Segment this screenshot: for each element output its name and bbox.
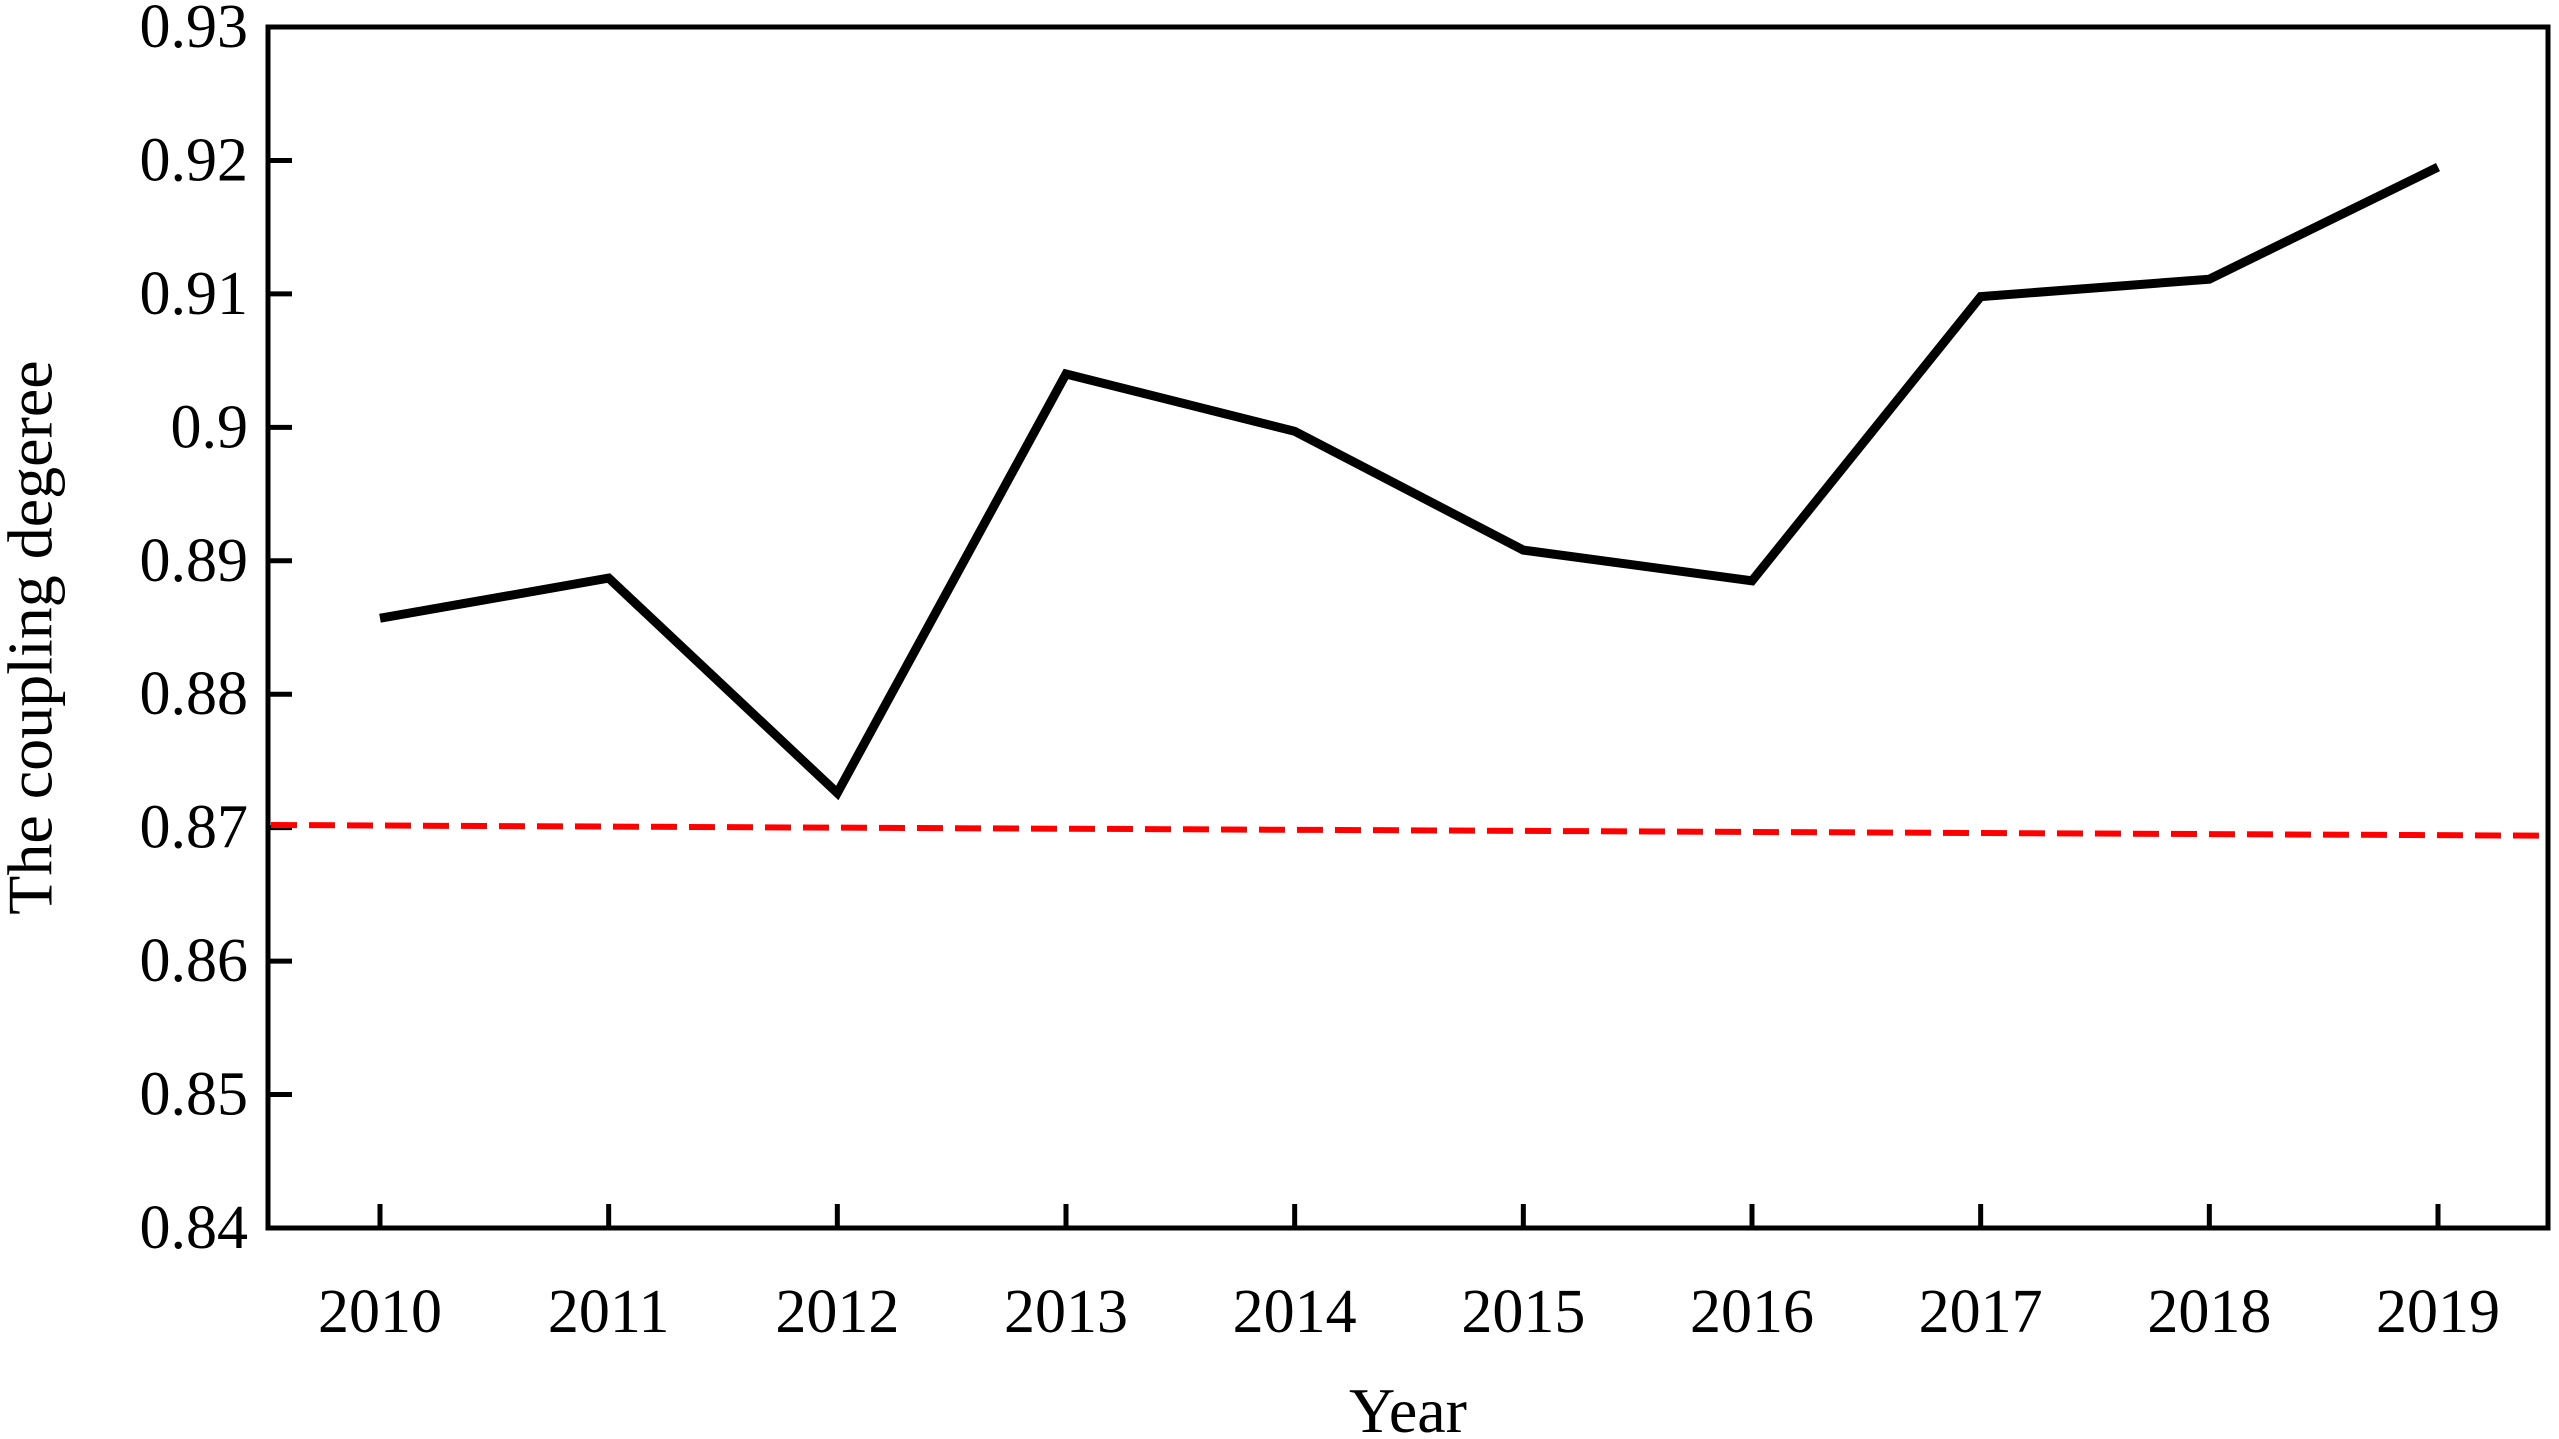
x-tick-label: 2013 — [1004, 1278, 1128, 1346]
y-tick-label: 0.93 — [140, 0, 249, 61]
x-tick-label: 2017 — [1919, 1278, 2043, 1346]
x-tick-label: 2015 — [1461, 1278, 1585, 1346]
y-tick-labels: 0.84 0.85 0.86 0.87 0.88 0.89 0.9 0.91 0.92 0.93 — [140, 0, 249, 1262]
y-tick-marks — [268, 24, 292, 1231]
x-tick-label: 2012 — [775, 1278, 899, 1346]
y-tick-label: 0.91 — [140, 260, 249, 328]
x-tick-label: 2016 — [1690, 1278, 1814, 1346]
x-tick-marks — [377, 1204, 2441, 1228]
y-tick-label: 0.88 — [140, 660, 249, 728]
series-line — [379, 163, 2440, 801]
x-tick-label: 2014 — [1233, 1278, 1357, 1346]
y-tick-label: 0.9 — [171, 393, 249, 461]
y-axis-title: The coupling degeree — [0, 360, 66, 914]
y-tick-label: 0.92 — [140, 126, 249, 194]
x-tick-label: 2019 — [2376, 1278, 2500, 1346]
y-tick-label: 0.87 — [140, 794, 249, 862]
reference-line — [270, 821, 2546, 839]
y-tick-label: 0.85 — [140, 1061, 249, 1129]
x-tick-label: 2018 — [2147, 1278, 2271, 1346]
x-tick-label: 2010 — [318, 1278, 442, 1346]
x-tick-labels: 2010 2011 2012 2013 2014 2015 2016 2017 2018 2019 — [318, 1278, 2500, 1346]
y-tick-label: 0.84 — [140, 1194, 249, 1262]
y-tick-label: 0.86 — [140, 927, 249, 995]
x-axis-title: Year — [1349, 1375, 1467, 1439]
x-tick-label: 2011 — [548, 1278, 670, 1346]
y-tick-label: 0.89 — [140, 527, 249, 595]
plot-frame — [265, 24, 2551, 1231]
